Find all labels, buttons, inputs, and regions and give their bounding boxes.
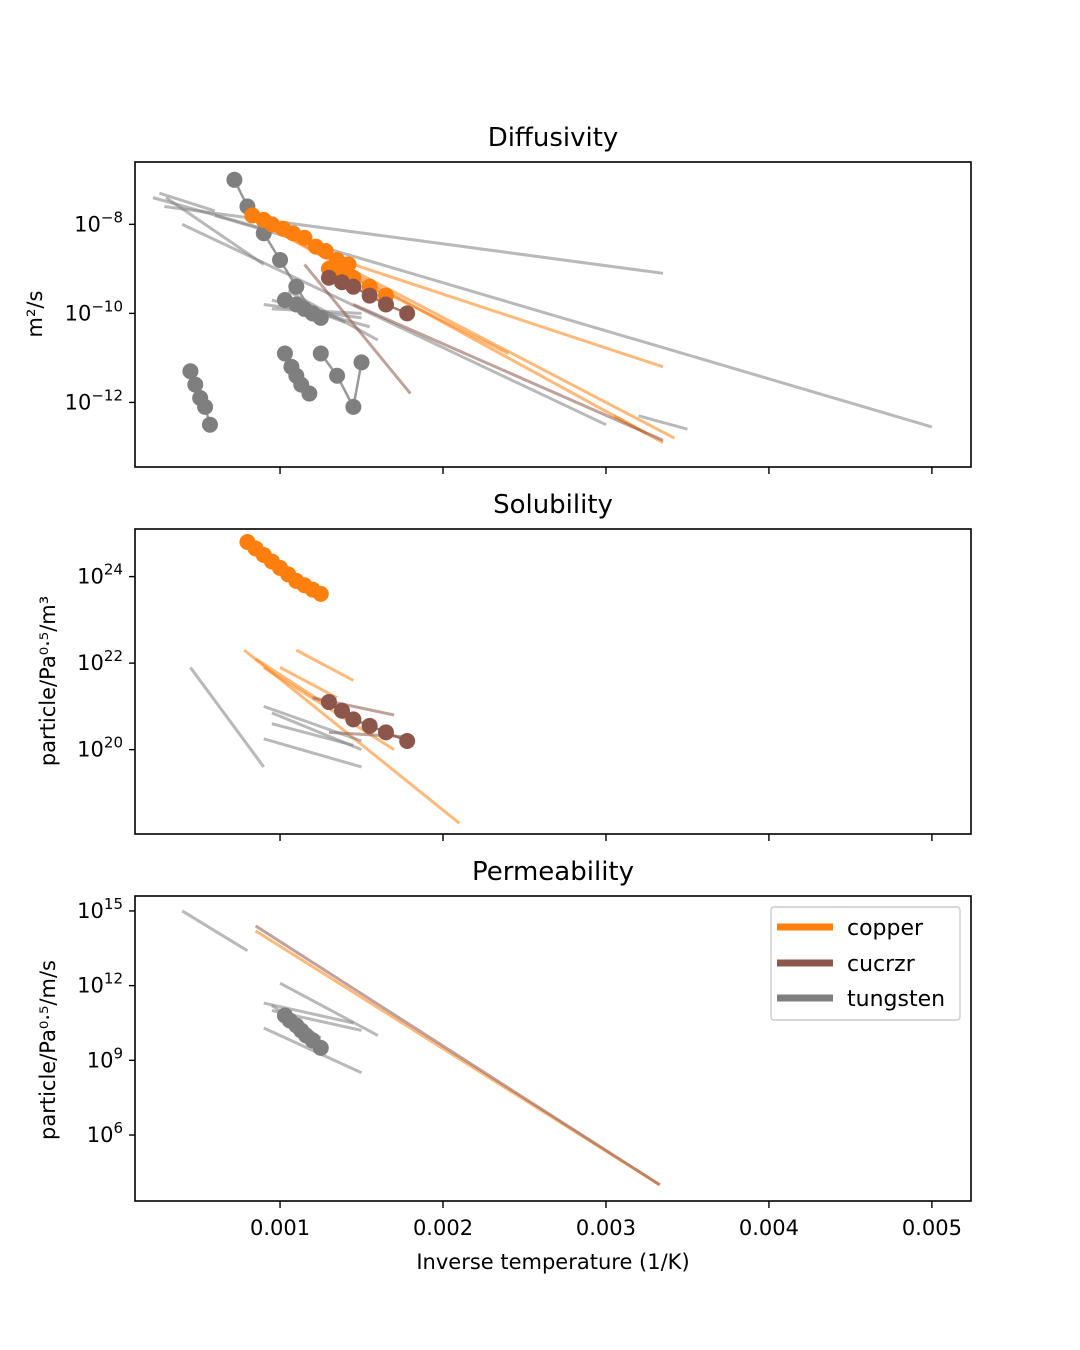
- measurement-line-tungsten: [319, 352, 363, 411]
- fit-line-tungsten: [263, 704, 363, 743]
- data-point-copper: [296, 229, 313, 246]
- y-tick-label: 106: [87, 1119, 123, 1147]
- fit-line-tungsten: [181, 909, 232, 943]
- legend-label-tungsten: tungsten: [847, 987, 945, 1012]
- y-axis-label: m²/s: [23, 291, 47, 338]
- fit-line-tungsten: [181, 222, 607, 427]
- data-point-copper: [317, 243, 334, 260]
- data-point-tungsten: [276, 345, 293, 362]
- data-point-tungsten: [353, 354, 370, 371]
- solubility-panel: Solubility particle/Pa⁰·⁵/m³ 1024 1022 102…: [36, 490, 972, 841]
- fit-line-tungsten: [263, 1001, 354, 1025]
- data-point-tungsten: [301, 385, 318, 402]
- plot-frame: [134, 528, 972, 835]
- legend-label-copper: copper: [847, 916, 924, 941]
- data-point-cucrzr: [377, 296, 394, 313]
- fit-line-tungsten: [158, 191, 216, 213]
- fit-line-tungsten: [271, 722, 354, 747]
- data-point-tungsten: [226, 171, 243, 188]
- legend-label-cucrzr: cucrzr: [847, 952, 916, 977]
- data-point-cucrzr: [399, 732, 416, 749]
- fit-line-copper: [295, 648, 355, 682]
- fit-line-cucrzr: [352, 303, 664, 442]
- y-tick-label: 1020: [77, 734, 123, 762]
- data-point-cucrzr: [345, 278, 362, 295]
- data-point-cucrzr: [320, 269, 337, 286]
- data-point-cucrzr: [320, 694, 337, 711]
- fit-line-tungsten: [279, 981, 379, 1037]
- y-tick-label: 1024: [77, 561, 123, 589]
- fit-line-tungsten: [263, 1026, 363, 1075]
- data-point-tungsten: [182, 363, 199, 380]
- data-point-tungsten: [197, 398, 214, 415]
- data-point-tungsten: [312, 1039, 329, 1056]
- y-tick-label: 10−8: [74, 208, 123, 236]
- data-point-tungsten: [329, 367, 346, 384]
- data-point-tungsten: [201, 416, 218, 433]
- plot-area: [152, 171, 933, 444]
- x-tick-label: 0.005: [902, 1216, 962, 1240]
- y-axis-label: particle/Pa⁰·⁵/m/s: [36, 960, 60, 1140]
- plot-area: [189, 533, 461, 825]
- fit-line-tungsten: [214, 213, 933, 429]
- diffusivity-panel: Diffusivity m²/s 10−8 10−10 10−12: [23, 123, 972, 474]
- y-tick-label: 10−12: [65, 386, 123, 414]
- permeability-panel: Permeability particle/Pa⁰·⁵/m/s 1015 1012…: [36, 857, 972, 1274]
- panel-title: Permeability: [472, 857, 634, 887]
- data-point-tungsten: [312, 309, 329, 326]
- panel-title: Solubility: [493, 490, 613, 520]
- data-point-cucrzr: [345, 711, 362, 728]
- fit-line-cucrzr: [254, 924, 661, 1187]
- data-point-tungsten: [288, 278, 305, 295]
- fit-line-tungsten: [164, 205, 664, 275]
- data-point-tungsten: [187, 376, 204, 393]
- data-point-tungsten: [345, 398, 362, 415]
- x-tick-label: 0.003: [576, 1216, 636, 1240]
- fit-line-copper: [312, 249, 664, 369]
- fit-line-tungsten: [152, 196, 265, 231]
- fit-line-tungsten: [165, 196, 265, 266]
- data-point-tungsten: [272, 251, 289, 268]
- data-point-cucrzr: [333, 702, 350, 719]
- legend: copper cucrzr tungsten: [770, 906, 961, 1021]
- data-point-cucrzr: [399, 305, 416, 322]
- y-tick-label: 1012: [77, 970, 123, 998]
- data-point-copper: [312, 585, 329, 602]
- data-point-cucrzr: [361, 287, 378, 304]
- fit-line-cucrzr: [303, 263, 412, 395]
- legend-frame: [770, 906, 961, 1021]
- data-point-tungsten: [312, 345, 329, 362]
- fit-line-tungsten: [230, 939, 249, 953]
- x-axis-label: Inverse temperature (1/K): [416, 1250, 689, 1274]
- plot-frame: [134, 895, 972, 1202]
- data-point-cucrzr: [361, 717, 378, 734]
- plot-area: [181, 909, 661, 1187]
- y-axis-label: particle/Pa⁰·⁵/m³: [36, 596, 60, 766]
- y-tick-label: 1022: [77, 647, 123, 675]
- x-tick-label: 0.002: [413, 1216, 473, 1240]
- data-point-cucrzr: [377, 724, 394, 741]
- y-tick-label: 109: [87, 1044, 123, 1072]
- fit-line-tungsten: [638, 414, 688, 431]
- x-tick-label: 0.004: [739, 1216, 799, 1240]
- y-tick-label: 1015: [77, 895, 123, 923]
- y-tick-label: 10−10: [65, 297, 123, 325]
- fit-line-copper: [279, 666, 338, 700]
- panel-title: Diffusivity: [488, 123, 619, 153]
- x-tick-label: 0.001: [250, 1216, 310, 1240]
- fit-line-tungsten: [189, 666, 265, 768]
- fit-line-tungsten: [263, 737, 362, 769]
- plot-frame: [134, 161, 972, 468]
